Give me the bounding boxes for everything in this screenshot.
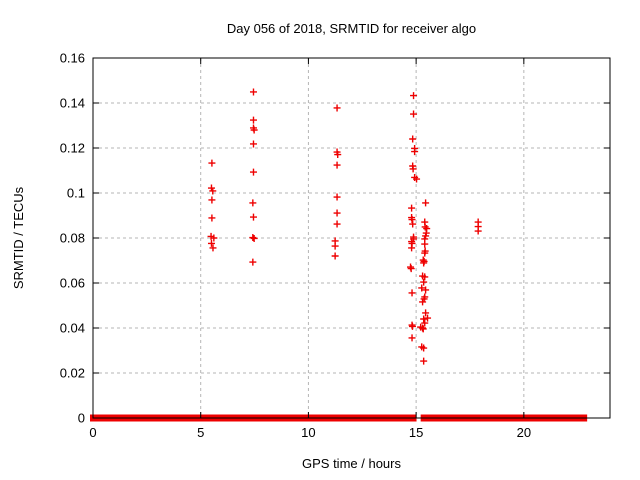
data-point (333, 209, 341, 217)
data-point (408, 289, 416, 297)
data-point (420, 278, 428, 286)
data-point (249, 234, 257, 242)
tick-labels: 0 5 10 15 20 0 0.02 0.04 0.06 0.08 0.1 0.12 0.14 0.16 (60, 51, 531, 441)
y-tick-label: 0.14 (60, 96, 85, 111)
data-point (408, 334, 416, 342)
data-point (333, 104, 341, 112)
x-tick-label: 0 (89, 425, 96, 440)
y-tick-label: 0.04 (60, 321, 85, 336)
data-point (411, 148, 419, 156)
data-point (409, 165, 417, 173)
data-point (421, 223, 429, 231)
data-point (422, 309, 430, 317)
data-point (333, 193, 341, 201)
data-point (410, 92, 418, 100)
data-point (249, 213, 257, 221)
data-point (421, 240, 429, 248)
plot-frame (92, 57, 611, 419)
y-tick-label: 0.1 (67, 186, 85, 201)
data-point (419, 298, 427, 306)
y-tick-label: 0.08 (60, 231, 85, 246)
data-point (422, 199, 430, 207)
y-tick-label: 0.12 (60, 141, 85, 156)
data-point (422, 286, 430, 294)
data-point (334, 151, 342, 159)
data-point (249, 116, 257, 124)
data-point (207, 239, 215, 247)
data-point (421, 319, 429, 327)
data-point (424, 314, 432, 322)
data-point (333, 220, 341, 228)
data-point (413, 175, 421, 183)
data-point (250, 234, 258, 242)
data-point (418, 284, 426, 292)
data-point (409, 220, 417, 228)
data-point (249, 140, 257, 148)
data-point (208, 159, 216, 167)
data-point (208, 196, 216, 204)
data-point (420, 357, 428, 365)
data-point (409, 135, 417, 143)
data-point (331, 242, 339, 250)
data-point (249, 168, 257, 176)
plot-border (92, 57, 611, 419)
data-point (420, 344, 428, 352)
data-point (420, 259, 428, 267)
y-tick-label: 0.06 (60, 276, 85, 291)
data-point (421, 249, 429, 257)
y-tick-label: 0.02 (60, 366, 85, 381)
data-points (207, 88, 482, 365)
data-point (420, 315, 428, 323)
data-point (407, 265, 415, 273)
grid (92, 57, 610, 419)
x-tick-label: 15 (409, 425, 423, 440)
data-point (419, 325, 427, 333)
data-point (250, 126, 258, 134)
chart-title: Day 056 of 2018, SRMTID for receiver alg… (226, 21, 477, 36)
data-point (408, 204, 416, 212)
data-point (410, 110, 418, 118)
data-point (408, 322, 416, 330)
x-tick-label: 5 (197, 425, 204, 440)
data-point (421, 273, 429, 281)
data-point (249, 88, 257, 96)
y-tick-label: 0.16 (60, 51, 85, 66)
x-tick-label: 10 (301, 425, 315, 440)
data-point (474, 227, 482, 235)
data-point (331, 252, 339, 260)
y-tick-label: 0 (78, 411, 85, 426)
data-point (333, 161, 341, 169)
x-tick-label: 20 (517, 425, 531, 440)
data-point (210, 234, 218, 242)
data-point (249, 199, 257, 207)
data-point (408, 244, 416, 252)
data-point (208, 214, 216, 222)
data-point (209, 187, 217, 195)
data-point (209, 244, 217, 252)
data-point (249, 258, 257, 266)
x-axis-label: GPS time / hours (302, 456, 401, 471)
